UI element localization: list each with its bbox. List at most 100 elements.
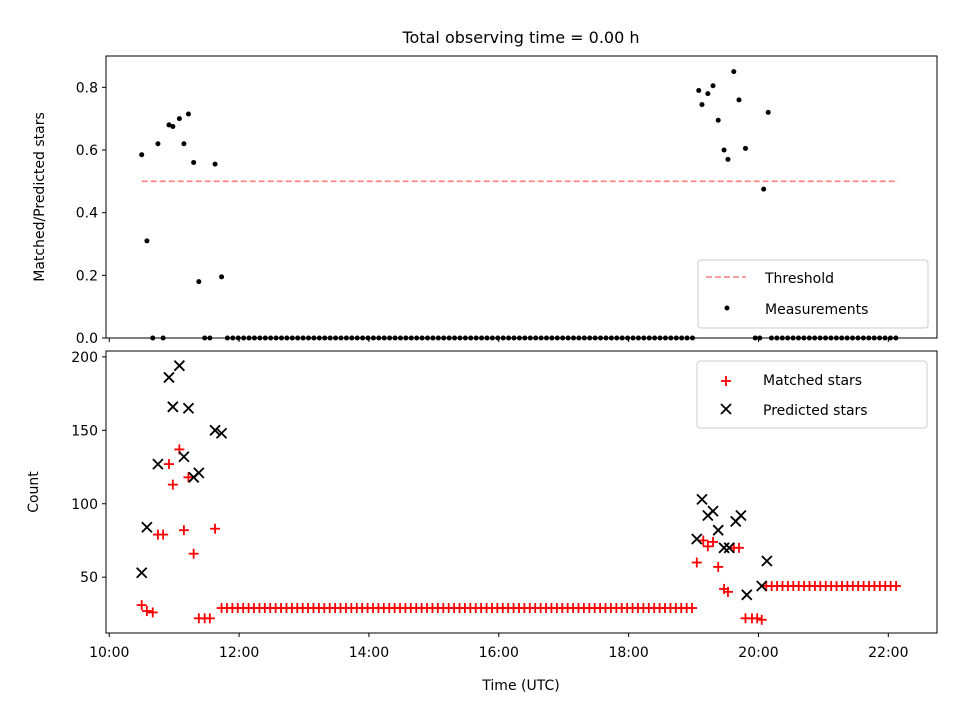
bottom-y-tick-label: 50 — [80, 570, 98, 586]
measurement-point — [710, 83, 716, 89]
bottom-x-label: Time (UTC) — [481, 678, 559, 694]
top-y-axis: 0.0 0.2 0.4 0.6 0.8 — [76, 80, 106, 347]
predicted-star-marker — [193, 467, 205, 479]
predicted-star-marker — [136, 567, 148, 579]
measurement-point — [725, 156, 731, 162]
matched-star-marker — [702, 541, 713, 552]
measurement-point — [731, 69, 737, 75]
predicted-star-marker — [163, 371, 175, 384]
top-legend: Threshold Measurements — [697, 259, 929, 329]
predicted-star-marker — [173, 360, 185, 372]
matched-star-marker — [708, 536, 719, 547]
legend-threshold-label: Threshold — [764, 271, 834, 287]
bottom-x-tick-label: 18:00 — [608, 645, 648, 661]
matched-star-marker — [687, 603, 698, 614]
measurement-point — [761, 186, 767, 192]
top-y-tick-label: 0.8 — [76, 80, 98, 96]
predicted-star-marker — [712, 524, 724, 536]
matched-star-marker — [891, 581, 902, 591]
matched-star-marker — [722, 586, 733, 597]
matched-star-marker — [183, 472, 194, 483]
legend-measurements-label: Measurements — [765, 302, 868, 318]
top-y-label: Matched/Predicted stars — [32, 112, 48, 282]
matched-star-marker — [136, 600, 147, 611]
bottom-x-tick-label: 22:00 — [868, 645, 908, 661]
top-y-tick-label: 0.4 — [76, 206, 98, 222]
bottom-panel: 50 100 150 200 10:00 12:00 14:00 16:00 18:00 20:… — [26, 350, 938, 694]
measurement-point — [166, 122, 172, 128]
measurement-point — [139, 152, 145, 158]
measurement-point — [196, 279, 202, 285]
measurement-point — [736, 97, 742, 103]
matched-star-marker — [756, 614, 767, 625]
matched-star-marker — [158, 529, 169, 540]
predicted-star-marker — [178, 451, 190, 463]
bottom-legend: Matched stars Predicted stars — [696, 360, 928, 429]
legend-matched-swatch — [721, 376, 731, 386]
measurement-point — [705, 91, 711, 97]
top-y-tick-label: 0.2 — [76, 268, 98, 284]
bottom-x-tick-label: 12:00 — [219, 645, 259, 661]
predicted-star-marker — [696, 493, 708, 505]
predicted-star-marker — [152, 458, 164, 470]
matched-star-marker — [691, 557, 702, 568]
bottom-legend-box — [696, 360, 928, 429]
bottom-y-label: Count — [26, 471, 42, 513]
bottom-x-tick-label: 16:00 — [479, 645, 519, 661]
bottom-x-tick-label: 20:00 — [738, 645, 778, 661]
bottom-y-axis: 50 100 150 200 — [71, 350, 106, 586]
bottom-x-tick-label: 14:00 — [349, 645, 389, 661]
measurement-point — [219, 274, 225, 280]
measurement-point — [742, 145, 748, 151]
legend-predicted-swatch — [720, 403, 732, 415]
matched-star-marker — [210, 523, 221, 534]
measurement-point — [765, 109, 771, 115]
measurement-point — [191, 160, 197, 166]
matched-star-marker — [167, 479, 178, 490]
top-y-tick-label: 0.6 — [76, 143, 98, 159]
predicted-star-marker — [215, 427, 228, 439]
matched-star-marker — [188, 548, 199, 559]
measurement-point — [721, 147, 727, 153]
measurement-point — [696, 87, 702, 93]
bottom-x-axis: 10:00 12:00 14:00 16:00 18:00 20:00 22:00 — [89, 633, 908, 661]
bottom-axes-frame — [105, 350, 938, 634]
legend-matched-label: Matched stars — [763, 373, 862, 389]
bottom-plot-area — [136, 360, 902, 625]
measurement-point — [170, 124, 176, 129]
measurement-point — [181, 141, 187, 147]
predicted-star-marker — [209, 424, 221, 436]
legend-measurements-swatch — [724, 305, 730, 311]
matched-star-marker — [733, 542, 744, 553]
measurement-point — [212, 161, 218, 167]
predicted-star-marker — [718, 542, 730, 554]
matched-star-marker — [752, 613, 763, 624]
matched-star-marker — [163, 459, 174, 470]
predicted-star-marker — [723, 542, 735, 554]
predicted-star-marker — [756, 580, 768, 592]
measurement-point — [144, 238, 150, 244]
predicted-star-marker — [735, 509, 747, 522]
top-y-tick-label: 0.0 — [76, 331, 98, 347]
matched-star-marker — [698, 535, 709, 546]
predicted-star-marker — [691, 533, 703, 545]
bottom-y-tick-label: 150 — [71, 423, 98, 439]
bottom-y-tick-label: 100 — [71, 497, 98, 513]
measurement-point — [155, 141, 161, 147]
predicted-star-marker — [741, 589, 753, 601]
matched-star-marker — [147, 607, 158, 618]
matched-star-marker — [713, 561, 724, 572]
measurement-point — [699, 102, 705, 108]
legend-predicted-label: Predicted stars — [763, 403, 868, 419]
top-axes-frame — [105, 55, 938, 339]
top-panel: Total observing time = 0.00 h 0.00.20.40… — [32, 28, 938, 347]
predicted-star-marker — [167, 401, 179, 413]
top-title: Total observing time = 0.00 h — [401, 28, 639, 47]
predicted-star-marker — [707, 505, 719, 517]
matched-star-marker — [178, 525, 189, 536]
predicted-star-marker — [182, 402, 195, 414]
matched-star-marker — [141, 605, 152, 616]
bottom-y-tick-label: 200 — [71, 350, 98, 366]
measurement-point — [185, 111, 191, 117]
